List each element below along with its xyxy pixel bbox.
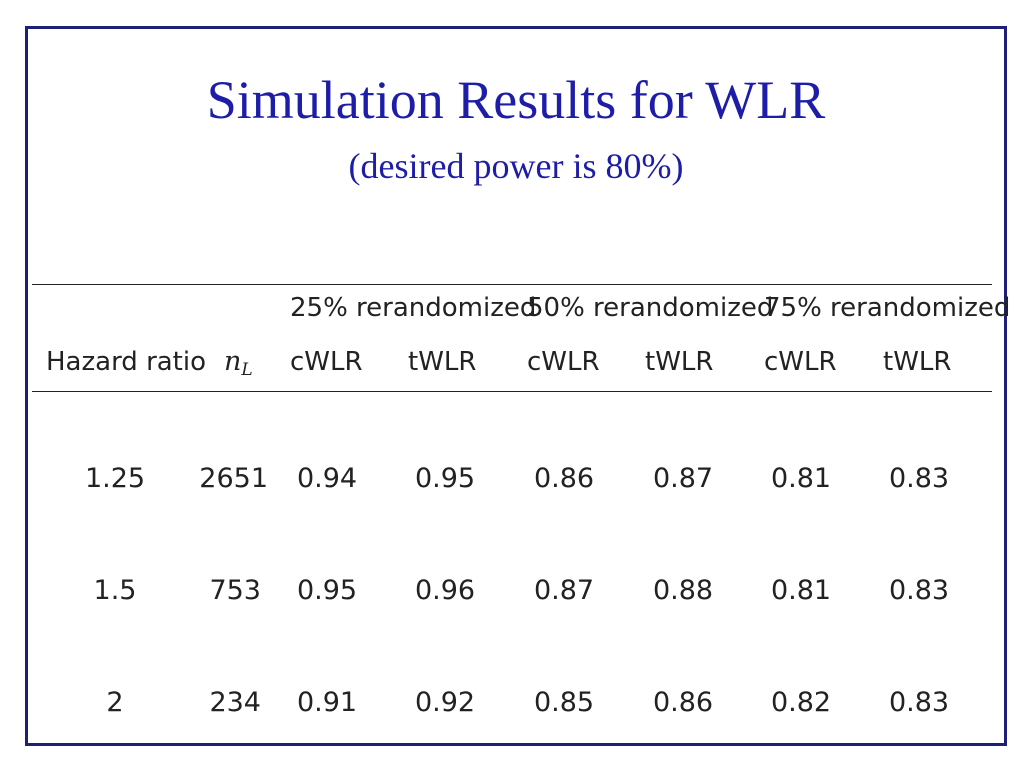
cell-value: 0.92 xyxy=(414,687,476,718)
header-cwlr-25: cWLR xyxy=(290,347,363,377)
header-hazard-ratio: Hazard ratio xyxy=(46,347,207,377)
cell-hazard-ratio: 2 xyxy=(106,687,124,718)
cell-value: 0.95 xyxy=(296,575,358,606)
slide-subtitle: (desired power is 80%) xyxy=(348,146,684,186)
cell-value: 0.87 xyxy=(533,575,595,606)
cell-value: 0.81 xyxy=(770,463,832,494)
header-twlr-75: tWLR xyxy=(883,347,952,377)
cell-n-l: 2651 xyxy=(199,463,268,494)
cell-value: 0.83 xyxy=(888,575,950,606)
cell-value: 0.85 xyxy=(533,687,595,718)
table-top-rule xyxy=(32,284,992,285)
table-header-rule xyxy=(32,391,992,392)
header-n-L: nL xyxy=(224,346,253,380)
header-twlr-25: tWLR xyxy=(408,347,477,377)
group-header-50: 50% rerandomized xyxy=(527,293,774,323)
cell-value: 0.86 xyxy=(533,463,595,494)
header-cwlr-50: cWLR xyxy=(527,347,600,377)
cell-hazard-ratio: 1.25 xyxy=(84,463,146,494)
cell-hazard-ratio: 1.5 xyxy=(93,575,137,606)
cell-n-l: 753 xyxy=(209,575,261,606)
cell-value: 0.87 xyxy=(652,463,714,494)
slide-title: Simulation Results for WLR xyxy=(206,70,826,130)
cell-value: 0.88 xyxy=(652,575,714,606)
group-header-75: 75% rerandomized xyxy=(764,293,1011,323)
cell-value: 0.95 xyxy=(414,463,476,494)
cell-n-l: 234 xyxy=(209,687,261,718)
header-twlr-50: tWLR xyxy=(645,347,714,377)
cell-value: 0.83 xyxy=(888,463,950,494)
cell-value: 0.86 xyxy=(652,687,714,718)
cell-value: 0.94 xyxy=(296,463,358,494)
header-cwlr-75: cWLR xyxy=(764,347,837,377)
cell-value: 0.83 xyxy=(888,687,950,718)
cell-value: 0.81 xyxy=(770,575,832,606)
slide-frame: Simulation Results for WLR (desired powe… xyxy=(25,26,1011,746)
cell-value: 0.96 xyxy=(414,575,476,606)
cell-value: 0.82 xyxy=(770,687,832,718)
cell-value: 0.91 xyxy=(296,687,358,718)
group-header-25: 25% rerandomized xyxy=(290,293,537,323)
